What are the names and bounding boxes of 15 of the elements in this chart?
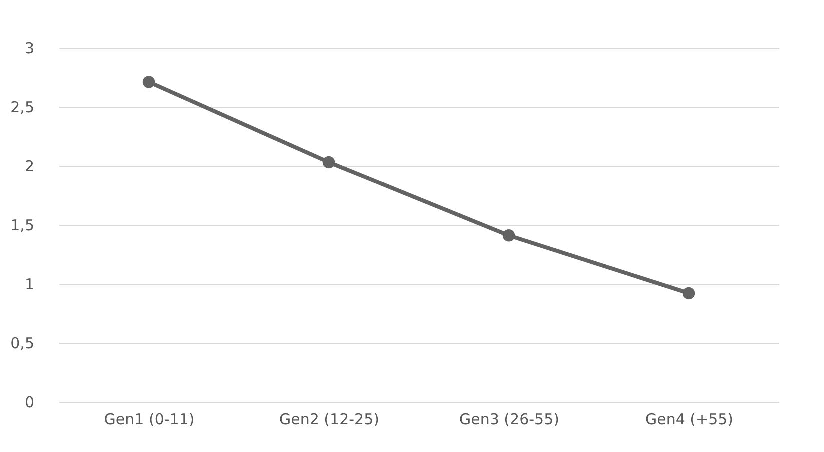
x-tick-label: Gen1 (0-11) — [104, 410, 195, 428]
x-tick-label: Gen4 (+55) — [645, 410, 734, 428]
point — [682, 287, 696, 300]
y-tick-label: 2,5 — [10, 98, 34, 116]
y-tick-label: 1 — [24, 276, 34, 294]
x-tick-label: Gen3 (26-55) — [460, 410, 560, 428]
y-tick-label: 2 — [24, 158, 34, 176]
point — [322, 156, 336, 169]
point — [142, 76, 156, 88]
y-tick-label: 0 — [24, 394, 34, 412]
y-tick-label: 0,5 — [10, 334, 34, 352]
y-tick-label: 3 — [24, 40, 34, 58]
point — [502, 230, 516, 242]
x-tick-label: Gen2 (12-25) — [280, 410, 380, 428]
y-tick-label: 1,5 — [10, 216, 34, 234]
